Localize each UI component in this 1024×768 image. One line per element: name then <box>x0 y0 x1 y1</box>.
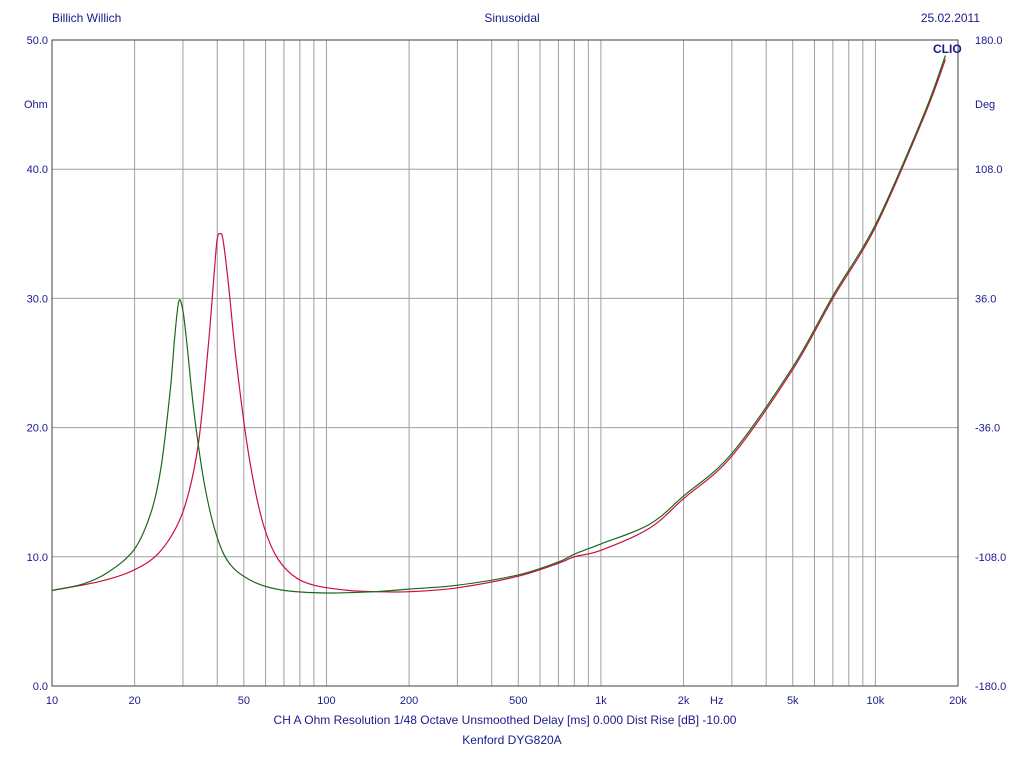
x-tick-label: 10k <box>867 695 885 707</box>
x-axis-ticks: 10 20 50 100 200 500 1k 2k 5k 10k 20k <box>46 695 967 707</box>
header-operator: Billich Willich <box>52 11 122 25</box>
plot-frame <box>51 39 959 687</box>
y-tick-label: 20.0 <box>27 423 48 435</box>
footer-device: Kenford DYG820A <box>462 733 562 747</box>
clio-brand-logo: CLIO <box>933 42 962 56</box>
x-tick-label: 20 <box>128 695 140 707</box>
y2-axis-ticks: -180.0 -108.0 -36.0 36.0 108.0 180.0 <box>975 35 1006 693</box>
y2-tick-label: -108.0 <box>975 552 1006 564</box>
y-tick-label: 40.0 <box>27 164 48 176</box>
y-axis-label: Ohm <box>24 99 48 111</box>
series-line-1 <box>51 59 946 593</box>
y-tick-label: 10.0 <box>27 552 48 564</box>
y2-tick-label: 36.0 <box>975 293 996 305</box>
y2-tick-label: 108.0 <box>975 164 1003 176</box>
series-lines <box>51 55 946 594</box>
y2-tick-label: -36.0 <box>975 423 1000 435</box>
x-tick-label: 200 <box>400 695 418 707</box>
x-tick-label: 20k <box>949 695 967 707</box>
footer-settings: CH A Ohm Resolution 1/48 Octave Unsmooth… <box>273 713 737 727</box>
y-axis-ticks: 0.0 10.0 20.0 30.0 40.0 50.0 <box>27 35 48 693</box>
y-tick-label: 30.0 <box>27 293 48 305</box>
x-axis-unit: Hz <box>710 695 723 707</box>
x-tick-label: 500 <box>509 695 527 707</box>
y2-tick-label: 180.0 <box>975 35 1003 47</box>
x-tick-label: 5k <box>787 695 799 707</box>
x-tick-label: 10 <box>46 695 58 707</box>
header-mode: Sinusoidal <box>484 11 540 25</box>
chart-grid <box>51 40 959 686</box>
x-tick-label: 50 <box>238 695 250 707</box>
series-line-2 <box>51 55 946 594</box>
header-date: 25.02.2011 <box>920 11 980 25</box>
y2-axis-label: Deg <box>975 99 995 111</box>
y-tick-label: 0.0 <box>33 681 48 693</box>
x-tick-label: 1k <box>595 695 607 707</box>
y2-tick-label: -180.0 <box>975 681 1006 693</box>
y-tick-label: 50.0 <box>27 35 48 47</box>
x-tick-label: 2k <box>678 695 690 707</box>
x-tick-label: 100 <box>317 695 335 707</box>
